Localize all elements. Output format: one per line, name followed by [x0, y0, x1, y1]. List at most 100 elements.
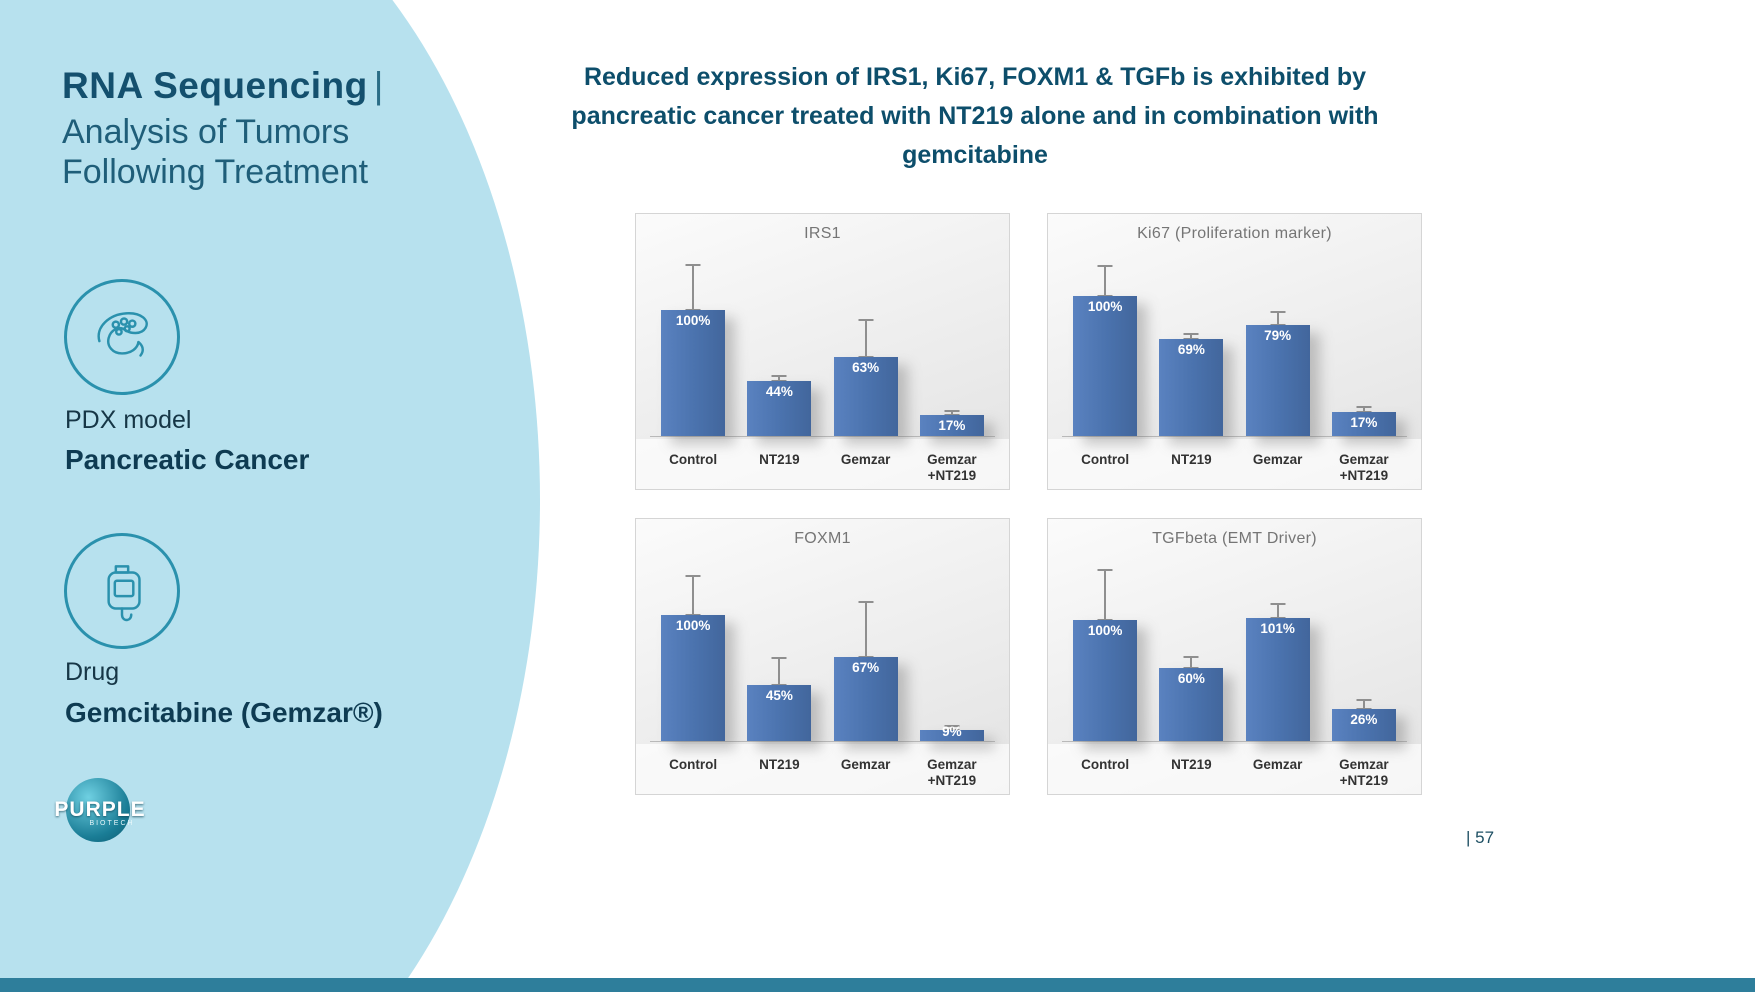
error-bar — [771, 657, 787, 686]
chart-label-band — [1048, 744, 1421, 794]
chart-label-band — [636, 744, 1009, 794]
bar-value-label: 100% — [1087, 623, 1123, 638]
bar — [661, 615, 726, 741]
bar — [1073, 620, 1138, 741]
pdx-model-value: Pancreatic Cancer — [65, 444, 310, 475]
bar-value-label: 9% — [942, 724, 962, 739]
bar-group: 100% — [650, 254, 736, 436]
chart-foxm1: FOXM1 100% 45% 67% 9% Control NT219 Gemzar Gem… — [635, 518, 1010, 795]
bar — [747, 685, 812, 741]
logo-wordmark: PURPLE — [54, 798, 146, 821]
error-bar — [1270, 311, 1286, 326]
chart-categories: Control NT219 Gemzar Gemzar +NT219 — [650, 452, 995, 484]
category-label: Gemzar — [840, 451, 891, 467]
chart-categories: Control NT219 Gemzar Gemzar +NT219 — [1062, 452, 1407, 484]
bar — [833, 657, 898, 741]
category-label: NT219 — [759, 451, 800, 467]
bottom-accent-bar — [0, 978, 1755, 992]
error-bar — [1270, 603, 1286, 619]
purple-biotech-logo: PURPLE BIOTECH — [44, 778, 164, 846]
error-bar — [1183, 656, 1199, 669]
chart-irs1: IRS1 100% 44% 63% 17% Control NT219 Gemzar Gem… — [635, 213, 1010, 490]
bar-group: 69% — [1148, 254, 1234, 436]
error-bar — [685, 575, 701, 616]
error-bar — [1097, 569, 1113, 621]
bar — [919, 415, 984, 436]
logo-globe-icon — [66, 778, 130, 842]
bar-group: 9% — [909, 559, 995, 741]
chart-title: IRS1 — [804, 225, 841, 242]
category-label: NT219 — [1171, 451, 1212, 467]
bar — [919, 730, 984, 741]
bar — [1073, 296, 1138, 436]
category-label: Gemzar — [1252, 451, 1303, 467]
pdx-model-label: PDX model — [65, 406, 192, 434]
bar-group: 63% — [823, 254, 909, 436]
bar-value-label: 101% — [1260, 621, 1295, 636]
bar-group: 67% — [823, 559, 909, 741]
chart-label-band — [636, 439, 1009, 489]
bar-group: 44% — [736, 254, 822, 436]
drug-value: Gemcitabine (Gemzar®) — [65, 697, 383, 728]
bar-group: 45% — [736, 559, 822, 741]
slide-title-separator: | — [373, 65, 384, 106]
charts-grid: IRS1 100% 44% 63% 17% Control NT219 Gemzar Gem… — [635, 213, 1422, 795]
bar — [1159, 339, 1224, 436]
category-label: Control — [669, 756, 718, 772]
category-label: Gemzar +NT219 — [1339, 756, 1389, 788]
bar-value-label: 45% — [765, 688, 793, 703]
bar-value-label: 63% — [852, 360, 880, 375]
bar — [833, 357, 898, 436]
bar-group: 17% — [909, 254, 995, 436]
bar-value-label: 60% — [1177, 671, 1205, 686]
bar-group: 79% — [1235, 254, 1321, 436]
chart-title: Ki67 (Proliferation marker) — [1137, 225, 1332, 242]
bar — [1159, 668, 1224, 741]
slide-headline: Reduced expression of IRS1, Ki67, FOXM1 … — [571, 63, 1379, 169]
category-label: Gemzar +NT219 — [927, 451, 977, 483]
slide-title-bold: RNA Sequencing — [62, 65, 368, 106]
error-bar — [858, 601, 874, 658]
bar-group: 100% — [1062, 254, 1148, 436]
bar — [1331, 709, 1396, 741]
category-label: Control — [1081, 756, 1130, 772]
chart-label-band — [1048, 439, 1421, 489]
category-label: Control — [1081, 451, 1130, 467]
error-bar — [858, 319, 874, 358]
bar — [1245, 618, 1310, 741]
slide-title-rest: Analysis of Tumors Following Treatment — [62, 112, 369, 191]
chart-plot: 100% 44% 63% 17% — [650, 254, 995, 437]
bar-value-label: 69% — [1177, 342, 1205, 357]
error-bar — [1356, 699, 1372, 710]
error-bar — [685, 264, 701, 311]
chart-tgfbeta: TGFbeta (EMT Driver) 100% 60% 101% 26% Cont… — [1047, 518, 1422, 795]
slide-title: RNA Sequencing | Analysis of Tumors Follo… — [62, 64, 482, 192]
category-label: Control — [669, 451, 718, 467]
chart-plot: 100% 69% 79% 17% — [1062, 254, 1407, 437]
category-label: Gemzar — [840, 756, 891, 772]
page-number: | 57 — [1466, 828, 1495, 847]
chart-categories: Control NT219 Gemzar Gemzar +NT219 — [1062, 757, 1407, 789]
bar-value-label: 100% — [1087, 299, 1123, 314]
logo-subtext: BIOTECH — [89, 820, 135, 827]
bar-value-label: 26% — [1350, 712, 1378, 727]
chart-title: TGFbeta (EMT Driver) — [1152, 530, 1317, 547]
bar — [661, 310, 726, 436]
bar-value-label: 100% — [675, 313, 711, 328]
bar-group: 100% — [650, 559, 736, 741]
bar — [1245, 325, 1310, 436]
category-label: Gemzar +NT219 — [927, 756, 977, 788]
pancreas-icon — [64, 279, 180, 395]
bar-value-label: 79% — [1264, 328, 1292, 343]
category-label: Gemzar +NT219 — [1339, 451, 1389, 483]
bar-value-label: 100% — [675, 618, 711, 633]
bar-group: 26% — [1321, 559, 1407, 741]
error-bar — [1097, 265, 1113, 297]
bar-group: 17% — [1321, 254, 1407, 436]
bar-group: 100% — [1062, 559, 1148, 741]
bar-value-label: 67% — [852, 660, 880, 675]
chart-plot: 100% 45% 67% 9% — [650, 559, 995, 742]
bar — [1331, 412, 1396, 436]
bar-value-label: 17% — [938, 418, 966, 433]
